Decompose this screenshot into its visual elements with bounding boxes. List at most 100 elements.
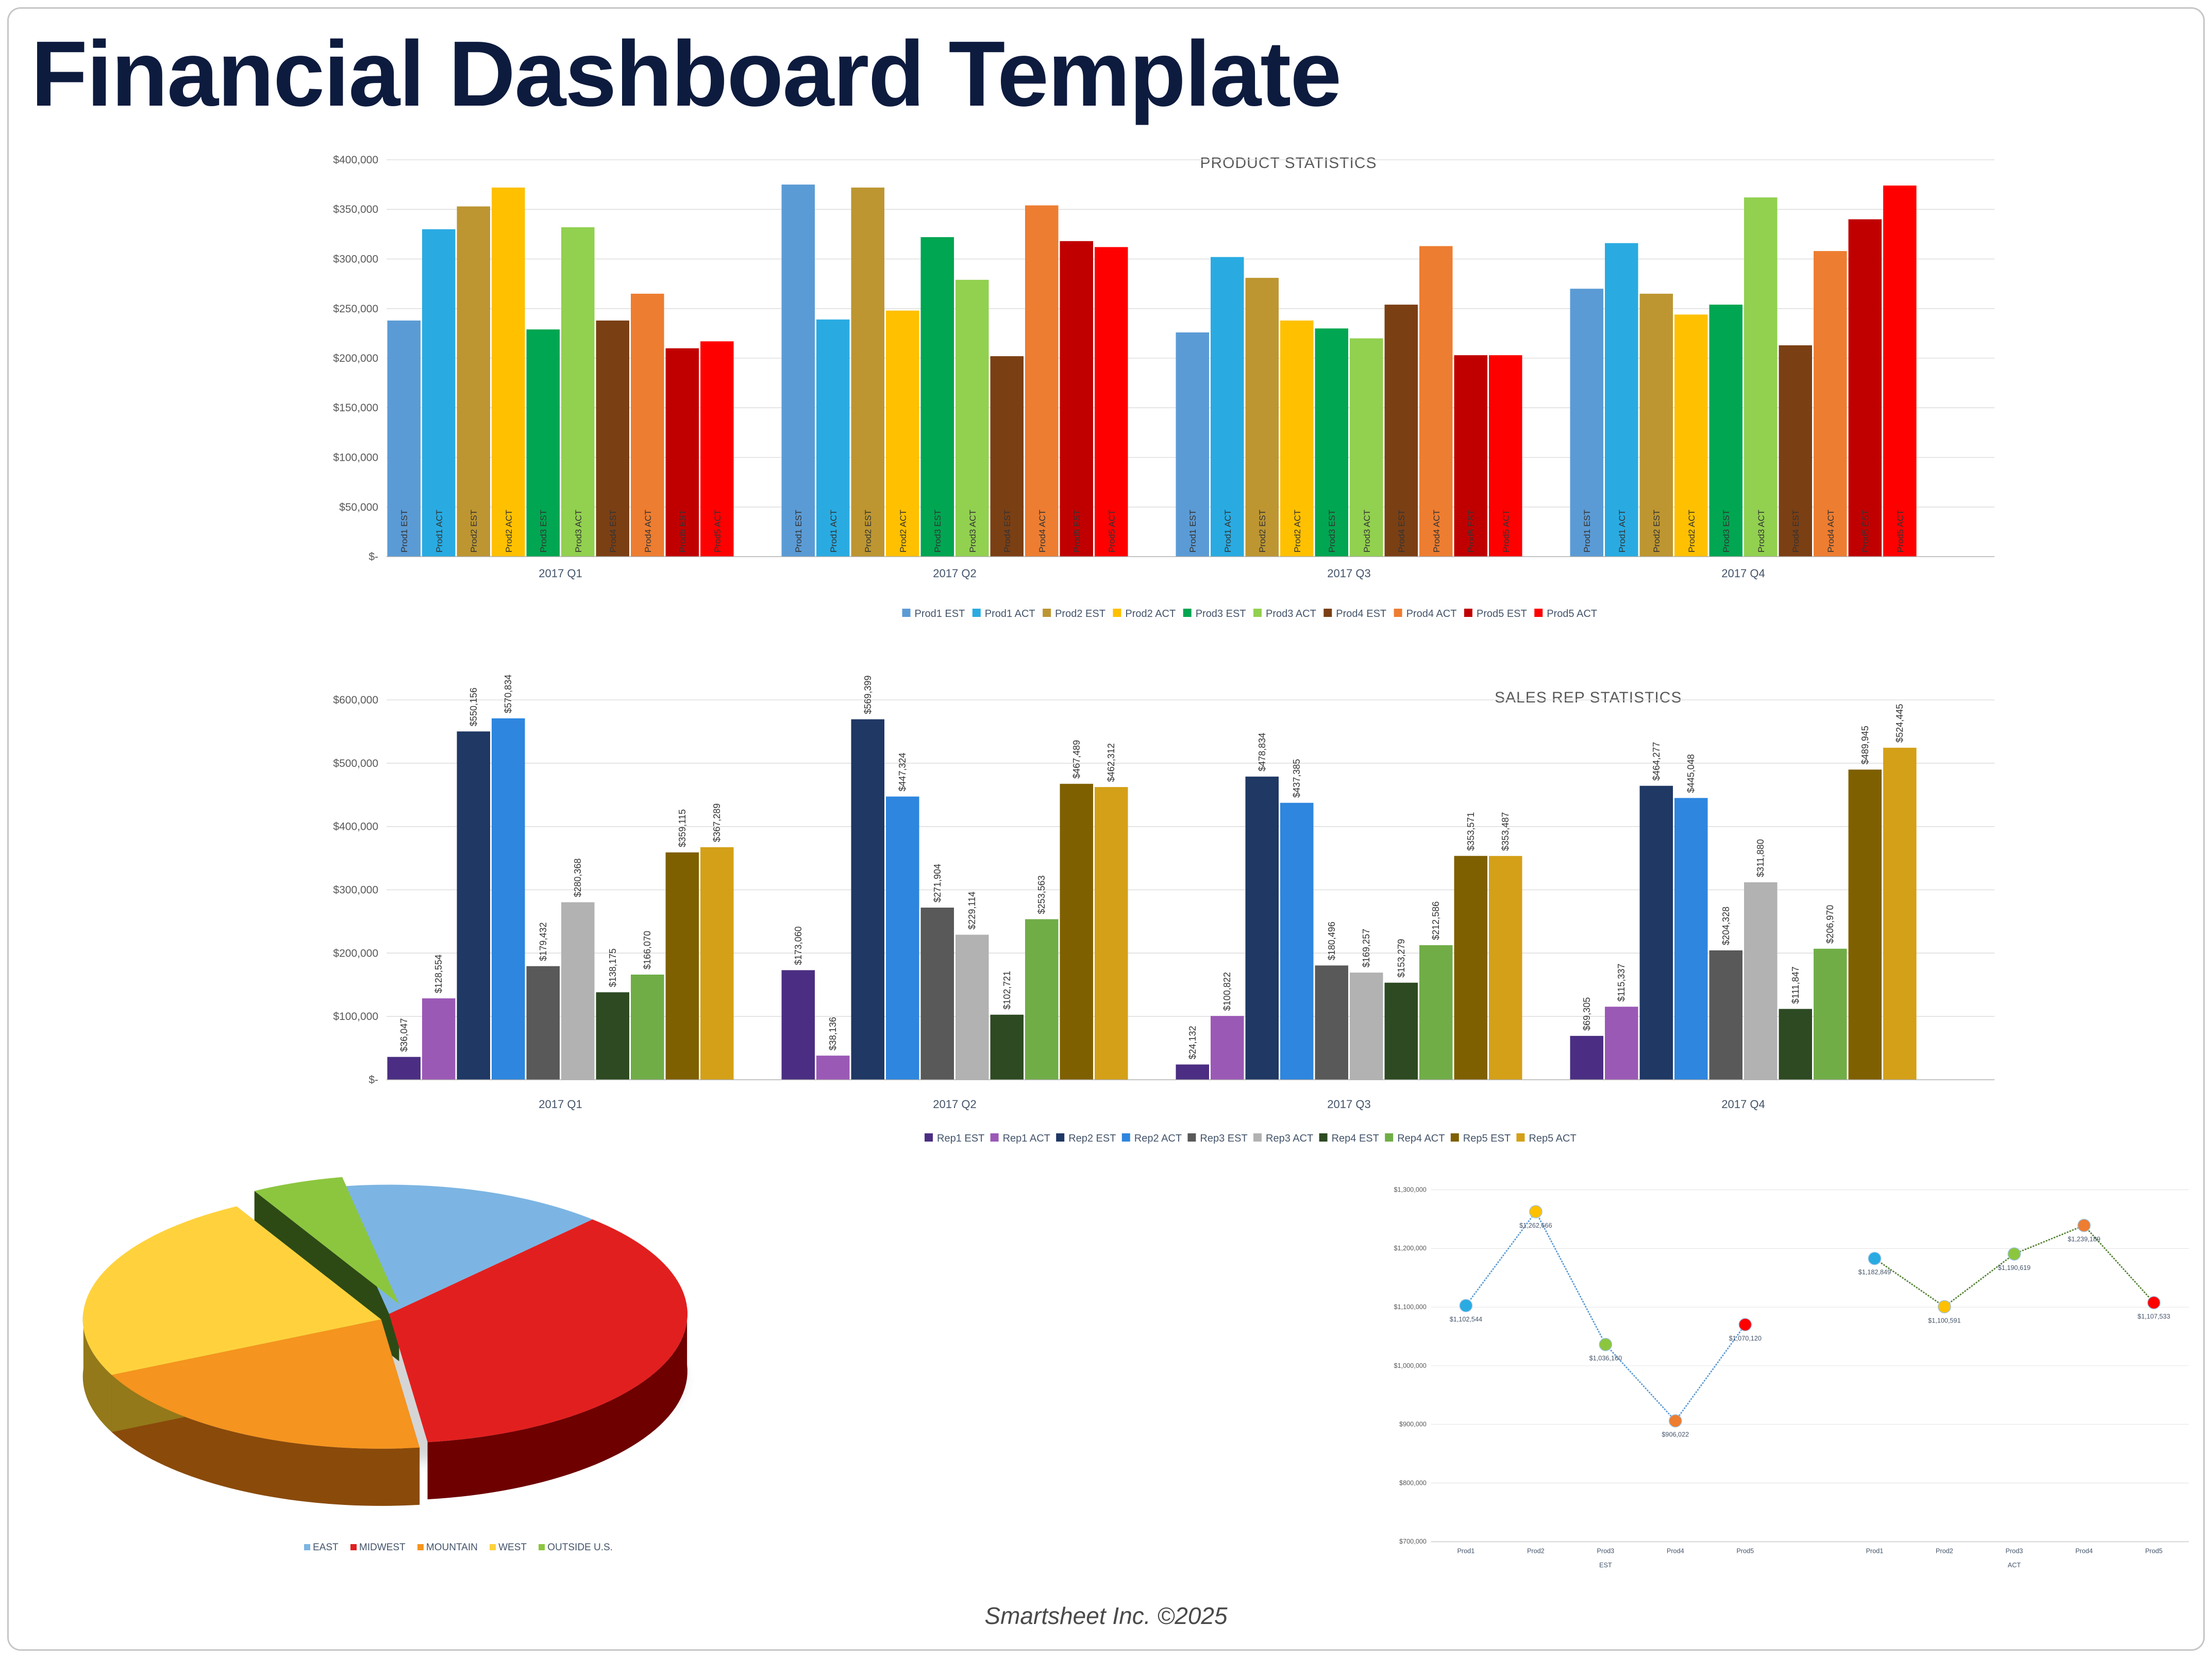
svg-text:$200,000: $200,000 xyxy=(333,947,378,959)
svg-text:Rep2 EST: Rep2 EST xyxy=(1068,1133,1116,1144)
svg-text:Prod5 EST: Prod5 EST xyxy=(1072,510,1082,552)
svg-text:$200,000: $200,000 xyxy=(333,353,378,364)
svg-text:Prod1 ACT: Prod1 ACT xyxy=(985,608,1035,619)
svg-text:Prod3 ACT: Prod3 ACT xyxy=(968,510,978,552)
svg-text:Prod1 EST: Prod1 EST xyxy=(794,510,803,552)
svg-text:$1,100,000: $1,100,000 xyxy=(1394,1303,1427,1311)
svg-text:Prod5 EST: Prod5 EST xyxy=(1477,608,1527,619)
svg-text:$100,000: $100,000 xyxy=(333,1011,378,1023)
svg-text:Prod5 EST: Prod5 EST xyxy=(1466,510,1476,552)
svg-text:$128,554: $128,554 xyxy=(433,954,444,993)
svg-text:Rep1 ACT: Rep1 ACT xyxy=(1003,1133,1050,1144)
svg-text:$100,000: $100,000 xyxy=(333,452,378,464)
svg-text:Prod4: Prod4 xyxy=(1667,1547,1684,1554)
svg-text:EST: EST xyxy=(1599,1562,1612,1569)
svg-text:Rep2 ACT: Rep2 ACT xyxy=(1134,1133,1182,1144)
svg-text:Prod1: Prod1 xyxy=(1866,1547,1883,1554)
svg-text:Prod2 EST: Prod2 EST xyxy=(863,510,873,552)
svg-text:$173,060: $173,060 xyxy=(793,926,803,965)
svg-text:$111,847: $111,847 xyxy=(1790,966,1801,1003)
svg-text:$1,200,000: $1,200,000 xyxy=(1394,1245,1427,1252)
svg-text:Prod1 ACT: Prod1 ACT xyxy=(1223,510,1233,552)
svg-text:2017 Q2: 2017 Q2 xyxy=(933,1098,976,1111)
svg-text:$445,048: $445,048 xyxy=(1686,754,1696,793)
svg-text:Prod1 EST: Prod1 EST xyxy=(1582,510,1592,552)
svg-text:Rep5 ACT: Rep5 ACT xyxy=(1529,1133,1576,1144)
svg-text:Prod5 EST: Prod5 EST xyxy=(1861,510,1870,552)
svg-text:Prod2 ACT: Prod2 ACT xyxy=(1687,510,1697,552)
svg-text:$1,000,000: $1,000,000 xyxy=(1394,1362,1427,1369)
svg-text:$115,337: $115,337 xyxy=(1616,964,1627,1002)
svg-text:$153,279: $153,279 xyxy=(1396,939,1406,978)
svg-text:$550,156: $550,156 xyxy=(468,688,479,726)
svg-text:$1,107,533: $1,107,533 xyxy=(2138,1313,2170,1320)
svg-text:Prod5 ACT: Prod5 ACT xyxy=(713,510,723,552)
svg-text:Prod5 EST: Prod5 EST xyxy=(678,510,688,552)
svg-text:2017 Q2: 2017 Q2 xyxy=(933,567,976,580)
svg-text:$150,000: $150,000 xyxy=(333,402,378,414)
svg-text:$102,721: $102,721 xyxy=(1002,971,1012,1010)
svg-text:$570,834: $570,834 xyxy=(503,675,513,713)
svg-text:Prod4 ACT: Prod4 ACT xyxy=(643,510,653,552)
svg-text:Prod2 ACT: Prod2 ACT xyxy=(1293,510,1302,552)
svg-text:$464,277: $464,277 xyxy=(1651,742,1662,781)
svg-text:$212,586: $212,586 xyxy=(1431,901,1441,940)
svg-text:Prod5: Prod5 xyxy=(1736,1547,1754,1554)
svg-text:Prod3 EST: Prod3 EST xyxy=(1327,510,1337,552)
svg-text:$180,496: $180,496 xyxy=(1327,922,1337,960)
svg-text:Rep5 EST: Rep5 EST xyxy=(1463,1133,1511,1144)
svg-text:$24,132: $24,132 xyxy=(1187,1026,1198,1059)
svg-text:Prod1 EST: Prod1 EST xyxy=(399,510,409,552)
svg-text:Prod3: Prod3 xyxy=(1597,1547,1614,1554)
svg-text:$204,328: $204,328 xyxy=(1721,907,1731,945)
svg-text:$600,000: $600,000 xyxy=(333,694,378,706)
svg-text:$1,182,849: $1,182,849 xyxy=(1858,1269,1891,1276)
svg-text:$138,175: $138,175 xyxy=(608,948,618,987)
svg-text:2017 Q3: 2017 Q3 xyxy=(1327,1098,1370,1111)
svg-text:Prod3: Prod3 xyxy=(2005,1547,2023,1554)
svg-text:2017 Q4: 2017 Q4 xyxy=(1721,1098,1765,1111)
svg-text:Prod1 ACT: Prod1 ACT xyxy=(1617,510,1627,552)
svg-text:Prod3 ACT: Prod3 ACT xyxy=(1756,510,1766,552)
svg-text:$-: $- xyxy=(368,1074,378,1086)
svg-text:$1,190,619: $1,190,619 xyxy=(1998,1264,2031,1271)
svg-text:Prod3 EST: Prod3 EST xyxy=(933,510,943,552)
svg-text:Prod1 EST: Prod1 EST xyxy=(1188,510,1198,552)
svg-text:$478,834: $478,834 xyxy=(1257,733,1267,772)
svg-text:Prod4 EST: Prod4 EST xyxy=(1397,510,1406,552)
svg-text:$250,000: $250,000 xyxy=(333,303,378,315)
svg-text:$311,880: $311,880 xyxy=(1755,839,1766,877)
svg-text:Rep1 EST: Rep1 EST xyxy=(937,1133,984,1144)
svg-text:Prod4 ACT: Prod4 ACT xyxy=(1037,510,1047,552)
svg-text:2017 Q4: 2017 Q4 xyxy=(1721,567,1765,580)
svg-text:$229,114: $229,114 xyxy=(967,892,977,930)
svg-text:$489,945: $489,945 xyxy=(1860,726,1870,764)
svg-text:Prod5: Prod5 xyxy=(2145,1547,2163,1554)
svg-text:$69,305: $69,305 xyxy=(1582,997,1592,1031)
svg-text:$359,115: $359,115 xyxy=(677,809,688,847)
svg-text:$900,000: $900,000 xyxy=(1399,1421,1427,1428)
svg-text:2017 Q3: 2017 Q3 xyxy=(1327,567,1370,580)
svg-text:$400,000: $400,000 xyxy=(333,155,378,166)
svg-text:Prod3 EST: Prod3 EST xyxy=(1196,608,1246,619)
svg-text:$500,000: $500,000 xyxy=(333,758,378,769)
svg-text:$467,489: $467,489 xyxy=(1071,740,1082,779)
svg-text:$169,257: $169,257 xyxy=(1361,929,1371,967)
svg-text:ACT: ACT xyxy=(2008,1562,2021,1569)
svg-text:Prod3 EST: Prod3 EST xyxy=(1721,510,1731,552)
svg-text:Rep4 EST: Rep4 EST xyxy=(1332,1133,1379,1144)
svg-text:Prod1 ACT: Prod1 ACT xyxy=(829,510,839,552)
svg-text:Prod2 EST: Prod2 EST xyxy=(1652,510,1662,552)
svg-text:Rep3 EST: Rep3 EST xyxy=(1200,1133,1247,1144)
svg-text:$524,445: $524,445 xyxy=(1895,704,1905,743)
svg-text:$300,000: $300,000 xyxy=(333,884,378,896)
svg-text:$300,000: $300,000 xyxy=(333,254,378,265)
svg-text:$1,102,544: $1,102,544 xyxy=(1450,1316,1482,1323)
svg-text:Prod1 ACT: Prod1 ACT xyxy=(434,510,444,552)
svg-text:$400,000: $400,000 xyxy=(333,821,378,833)
svg-text:$1,100,591: $1,100,591 xyxy=(1928,1317,1960,1324)
svg-text:Prod1: Prod1 xyxy=(1457,1547,1474,1554)
svg-text:$1,070,120: $1,070,120 xyxy=(1729,1335,1762,1342)
svg-text:Prod4 ACT: Prod4 ACT xyxy=(1826,510,1836,552)
svg-text:Prod4 ACT: Prod4 ACT xyxy=(1406,608,1457,619)
